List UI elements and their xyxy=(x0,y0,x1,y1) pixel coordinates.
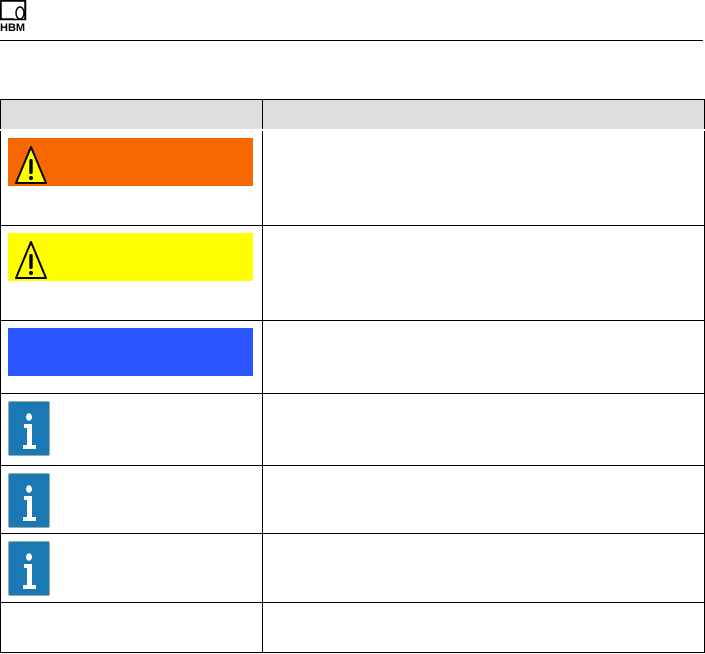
hbm-logo: HBM xyxy=(0,0,27,32)
table-cell-text xyxy=(262,129,705,226)
info-icon xyxy=(8,472,50,528)
warning-triangle-icon xyxy=(15,240,47,279)
table-cell-text xyxy=(262,392,705,466)
symbols-table xyxy=(0,99,705,653)
table-cell-text xyxy=(262,224,705,321)
table-cell-text xyxy=(262,532,705,603)
table-cell-text xyxy=(262,601,705,653)
warning-triangle-icon xyxy=(15,146,47,184)
table-row xyxy=(0,532,705,603)
table-cell-text xyxy=(262,319,705,394)
table-cell-text xyxy=(262,464,705,534)
header-rule xyxy=(0,40,703,41)
danger-banner xyxy=(8,138,253,186)
info-icon xyxy=(8,400,50,456)
table-row xyxy=(0,224,705,321)
header-cell-symbol xyxy=(0,99,263,131)
notice-banner xyxy=(8,327,253,376)
svg-text:HBM: HBM xyxy=(0,22,25,32)
info-icon xyxy=(8,540,50,596)
table-row xyxy=(0,319,705,394)
table-row xyxy=(0,129,705,226)
table-header-row xyxy=(0,99,705,131)
table-row xyxy=(0,601,705,653)
table-row xyxy=(0,392,705,466)
header-cell-meaning xyxy=(262,99,705,131)
table-row xyxy=(0,464,705,534)
warning-banner xyxy=(8,232,253,281)
